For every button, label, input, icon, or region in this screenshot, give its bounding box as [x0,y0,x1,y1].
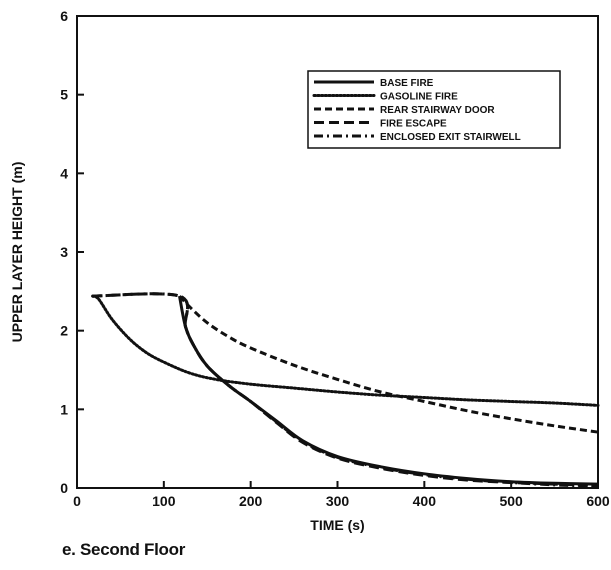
y-tick-label: 3 [60,244,68,260]
x-tick-label: 100 [152,493,176,509]
y-tick-label: 4 [60,165,68,181]
legend-label: ENCLOSED EXIT STAIRWELL [380,132,521,143]
series-line-gasoline-fire [91,294,600,407]
x-axis-title: TIME (s) [310,517,364,533]
x-tick-label: 200 [239,493,263,509]
legend-label: FIRE ESCAPE [380,119,447,130]
ticks: 0 100 200 300 400 500 600 0 1 2 3 4 5 6 [60,8,610,509]
y-axis-title: UPPER LAYER HEIGHT (m) [9,162,25,343]
x-tick-label: 400 [413,493,437,509]
figure-caption: e. Second Floor [62,540,186,559]
y-tick-label: 1 [60,401,68,417]
series-line-base-fire [178,295,599,486]
series-line-rear-stairway-door [178,295,599,434]
x-tick-label: 600 [586,493,610,509]
x-tick-label: 300 [326,493,350,509]
x-tick-label: 500 [499,493,523,509]
legend-label: BASE FIRE [380,78,434,89]
legend-label: GASOLINE FIRE [380,92,458,103]
legend-label: REAR STAIRWAY DOOR [380,105,495,116]
legend: BASE FIRE GASOLINE FIRE REAR STAIRWAY DOOR… [307,70,561,149]
y-tick-label: 0 [60,480,68,496]
y-tick-label: 6 [60,8,68,24]
series-lines [91,292,600,488]
y-tick-label: 2 [60,323,68,339]
series-line-fire-escape [92,292,599,488]
x-tick-label: 0 [73,493,81,509]
y-tick-label: 5 [60,87,68,103]
